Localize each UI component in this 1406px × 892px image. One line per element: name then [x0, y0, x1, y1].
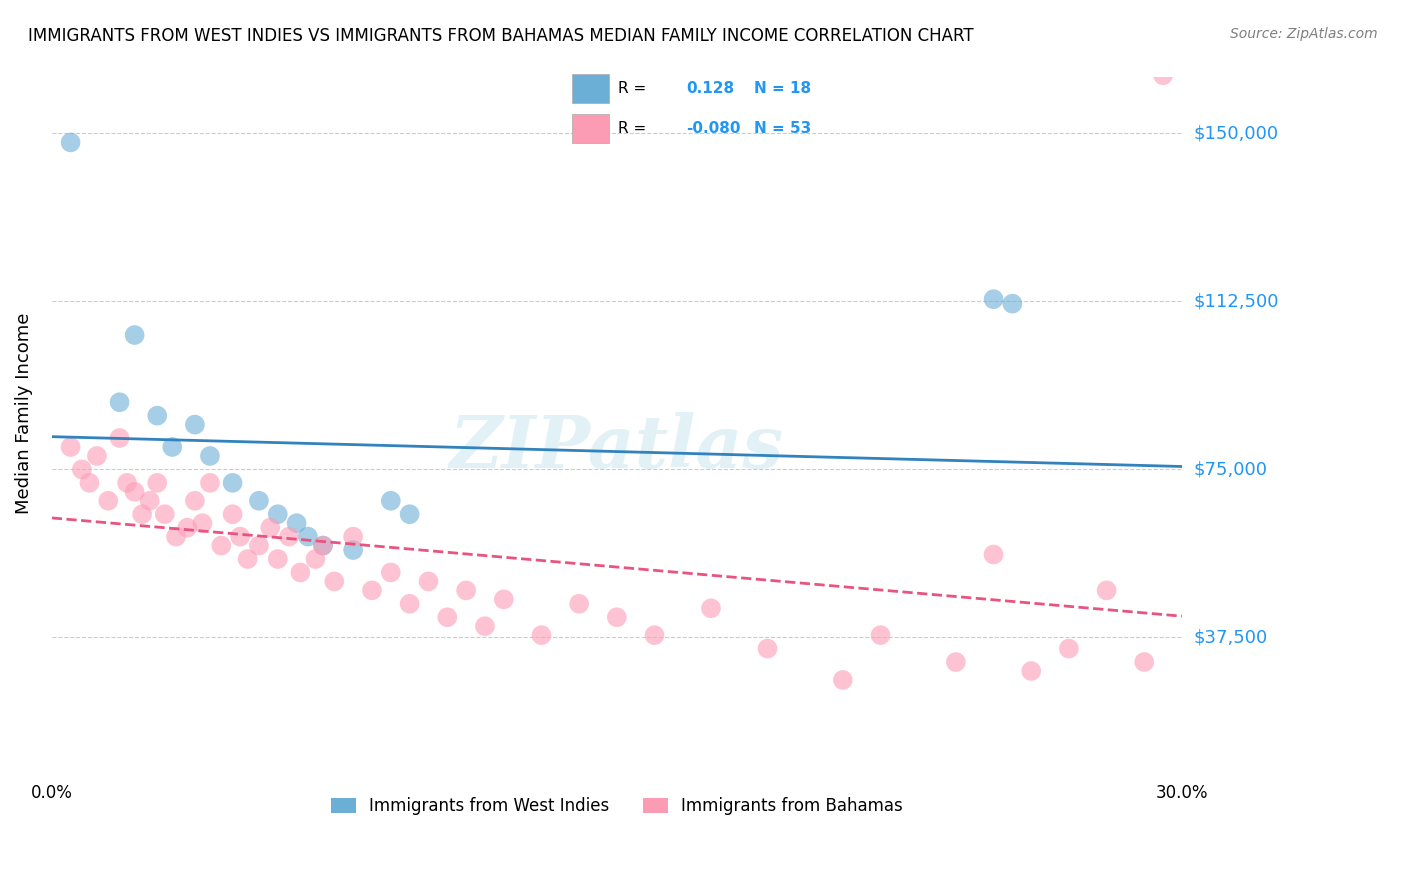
Point: [1001, 296, 1024, 310]
Point: [436, 610, 458, 624]
Point: [380, 493, 402, 508]
Point: [267, 552, 290, 566]
Text: 0.128: 0.128: [686, 81, 734, 95]
Point: [229, 530, 252, 544]
Point: [115, 475, 138, 490]
Point: [644, 628, 666, 642]
Point: [380, 566, 402, 580]
Point: [184, 493, 207, 508]
Point: [221, 507, 243, 521]
Point: [1057, 641, 1080, 656]
Point: [198, 475, 221, 490]
Point: [198, 449, 221, 463]
Point: [146, 475, 169, 490]
Point: [456, 583, 478, 598]
Point: [191, 516, 214, 531]
Point: [184, 417, 207, 432]
Point: [278, 530, 301, 544]
Text: R =: R =: [619, 121, 651, 136]
Point: [162, 440, 184, 454]
Point: [285, 516, 308, 531]
Point: [492, 592, 515, 607]
Point: [530, 628, 553, 642]
Point: [1019, 664, 1042, 678]
Point: [983, 548, 1005, 562]
Point: [97, 493, 120, 508]
Point: [124, 484, 146, 499]
Point: [342, 530, 364, 544]
Point: [146, 409, 169, 423]
Point: [1152, 68, 1174, 82]
Y-axis label: Median Family Income: Median Family Income: [15, 313, 32, 514]
Point: [398, 597, 420, 611]
Text: 0.0%: 0.0%: [31, 784, 73, 802]
Point: [138, 493, 160, 508]
Point: [869, 628, 891, 642]
Point: [221, 475, 243, 490]
Point: [79, 475, 101, 490]
Point: [342, 543, 364, 558]
Point: [290, 566, 312, 580]
Point: [209, 539, 232, 553]
FancyBboxPatch shape: [572, 74, 609, 103]
Point: [165, 530, 187, 544]
Point: [59, 136, 82, 150]
Point: [267, 507, 290, 521]
Point: [1133, 655, 1156, 669]
Point: [323, 574, 346, 589]
Point: [361, 583, 384, 598]
Text: N = 53: N = 53: [754, 121, 811, 136]
Point: [108, 395, 131, 409]
Point: [236, 552, 259, 566]
Point: [131, 507, 153, 521]
Text: Source: ZipAtlas.com: Source: ZipAtlas.com: [1230, 27, 1378, 41]
Point: [756, 641, 779, 656]
Point: [176, 521, 198, 535]
Point: [86, 449, 108, 463]
Text: R =: R =: [619, 81, 651, 95]
Point: [418, 574, 440, 589]
Point: [297, 530, 319, 544]
Point: [70, 462, 93, 476]
FancyBboxPatch shape: [572, 114, 609, 143]
Point: [568, 597, 591, 611]
Point: [312, 539, 335, 553]
Point: [124, 328, 146, 343]
Point: [108, 431, 131, 445]
Text: IMMIGRANTS FROM WEST INDIES VS IMMIGRANTS FROM BAHAMAS MEDIAN FAMILY INCOME CORR: IMMIGRANTS FROM WEST INDIES VS IMMIGRANT…: [28, 27, 974, 45]
Text: $75,000: $75,000: [1194, 460, 1267, 478]
Point: [312, 539, 335, 553]
Point: [59, 440, 82, 454]
Point: [474, 619, 496, 633]
Legend: Immigrants from West Indies, Immigrants from Bahamas: Immigrants from West Indies, Immigrants …: [325, 790, 910, 822]
Point: [700, 601, 723, 615]
Point: [304, 552, 326, 566]
Text: -0.080: -0.080: [686, 121, 741, 136]
Text: N = 18: N = 18: [754, 81, 811, 95]
Text: $37,500: $37,500: [1194, 628, 1267, 647]
Text: $150,000: $150,000: [1194, 125, 1278, 143]
Text: 30.0%: 30.0%: [1156, 784, 1208, 802]
Point: [983, 292, 1005, 306]
Point: [247, 539, 270, 553]
Point: [945, 655, 967, 669]
Point: [153, 507, 176, 521]
Point: [606, 610, 628, 624]
Text: $112,500: $112,500: [1194, 293, 1278, 310]
Point: [247, 493, 270, 508]
Point: [259, 521, 281, 535]
Point: [831, 673, 853, 687]
Text: ZIPatlas: ZIPatlas: [450, 411, 785, 483]
Point: [398, 507, 420, 521]
Point: [1095, 583, 1118, 598]
